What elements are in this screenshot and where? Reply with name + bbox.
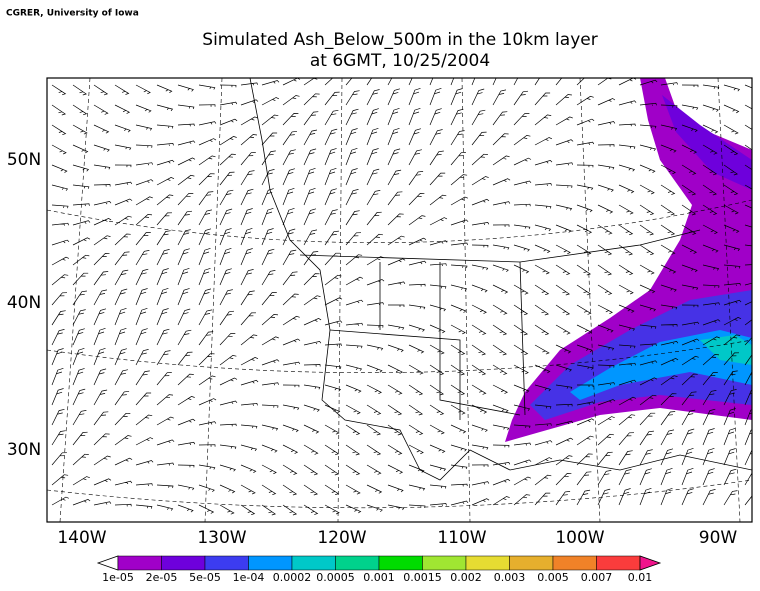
- colorbar-label: 0.002: [450, 571, 482, 584]
- colorbar-swatch: [422, 555, 467, 571]
- colorbar-label: 0.007: [581, 571, 613, 584]
- lon-label: 130W: [197, 528, 246, 548]
- colorbar-swatch: [291, 555, 336, 571]
- colorbar-label: 0.0005: [316, 571, 355, 584]
- colorbar-over: [639, 555, 662, 571]
- colorbar-label: 1e-04: [233, 571, 265, 584]
- credit: CGRER, University of Iowa: [6, 9, 139, 19]
- colorbar-swatch: [335, 555, 380, 571]
- colorbar-under: [96, 555, 119, 571]
- colorbar-swatch: [552, 555, 597, 571]
- colorbar-label: 0.0002: [273, 571, 312, 584]
- colorbar-label: 2e-05: [146, 571, 178, 584]
- map-frame: [46, 77, 753, 523]
- colorbar-label: 0.005: [537, 571, 569, 584]
- map-area: [47, 78, 752, 522]
- colorbar-label: 0.001: [363, 571, 395, 584]
- graticule: [47, 78, 752, 522]
- lat-label: 30N: [7, 440, 41, 460]
- boundaries: [249, 78, 752, 481]
- title-line: Simulated Ash_Below_500m in the 10km lay…: [202, 30, 597, 50]
- ash-plume: [662, 95, 752, 190]
- colorbar-swatch: [509, 555, 554, 571]
- colorbar-swatch: [465, 555, 510, 571]
- ash-plume: [700, 335, 752, 365]
- colorbar-label: 1e-05: [102, 571, 134, 584]
- colorbar-swatch: [248, 555, 293, 571]
- lat-label: 40N: [7, 293, 41, 313]
- colorbar-label: 0.0015: [403, 571, 442, 584]
- colorbar-swatch: [204, 555, 249, 571]
- wind-barbs: [51, 78, 752, 516]
- title-line: at 6GMT, 10/25/2004: [310, 51, 490, 71]
- lon-label: 90W: [699, 528, 738, 548]
- lon-label: 110W: [437, 528, 486, 548]
- colorbar-swatch: [117, 555, 162, 571]
- colorbar-label: 0.003: [494, 571, 526, 584]
- lat-label: 50N: [7, 150, 41, 170]
- colorbar-label: 5e-05: [189, 571, 221, 584]
- colorbar-swatch: [378, 555, 423, 571]
- colorbar-label: 0.01: [628, 571, 653, 584]
- colorbar-swatch: [596, 555, 641, 571]
- lon-label: 120W: [317, 528, 366, 548]
- colorbar-swatch: [161, 555, 206, 571]
- lon-label: 100W: [555, 528, 604, 548]
- lon-label: 140W: [57, 528, 106, 548]
